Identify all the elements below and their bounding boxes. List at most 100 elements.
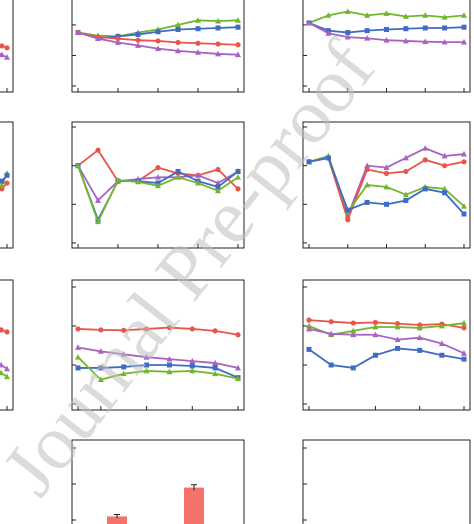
data-point bbox=[189, 326, 195, 332]
data-point bbox=[4, 180, 10, 186]
data-point bbox=[461, 159, 467, 165]
chart-panel-c-left-d bbox=[0, 121, 14, 249]
plot-frame bbox=[71, 439, 245, 524]
data-point bbox=[438, 322, 445, 329]
data-point bbox=[98, 327, 104, 333]
data-point bbox=[461, 325, 467, 331]
series-line-red bbox=[77, 326, 239, 336]
data-point bbox=[344, 8, 351, 14]
data-point bbox=[4, 54, 10, 60]
data-point bbox=[98, 365, 104, 371]
data-point bbox=[155, 45, 161, 51]
data-point bbox=[195, 17, 201, 23]
data-point bbox=[461, 24, 467, 30]
plot-frame bbox=[302, 439, 471, 524]
data-point bbox=[417, 347, 423, 353]
data-point bbox=[215, 50, 221, 57]
data-point bbox=[215, 17, 221, 24]
data-point bbox=[235, 51, 241, 58]
data-point bbox=[394, 323, 401, 330]
data-point bbox=[121, 327, 127, 333]
data-point bbox=[215, 179, 221, 186]
data-point bbox=[328, 319, 334, 325]
data-point bbox=[135, 178, 141, 185]
data-point bbox=[189, 367, 196, 374]
data-point bbox=[442, 25, 448, 31]
data-point bbox=[372, 352, 378, 358]
data-point bbox=[325, 12, 332, 18]
data-point bbox=[438, 340, 445, 346]
chart-panel-c-mid-f bbox=[71, 439, 245, 524]
data-point bbox=[115, 39, 121, 45]
data-point bbox=[195, 172, 201, 178]
series-line-blue bbox=[308, 347, 465, 369]
plot-frame bbox=[0, 121, 14, 249]
data-point bbox=[441, 152, 448, 159]
data-point bbox=[166, 362, 172, 368]
data-point bbox=[175, 39, 181, 46]
data-point bbox=[416, 334, 423, 341]
data-point bbox=[212, 359, 219, 366]
data-point bbox=[175, 21, 181, 28]
data-point bbox=[325, 30, 332, 36]
data-point bbox=[383, 170, 390, 176]
data-point bbox=[0, 327, 4, 333]
data-point bbox=[442, 190, 448, 196]
data-point bbox=[155, 182, 161, 189]
data-point bbox=[403, 26, 409, 32]
data-point bbox=[441, 185, 448, 192]
data-point bbox=[384, 201, 389, 207]
data-point bbox=[0, 369, 5, 376]
data-point bbox=[4, 329, 10, 335]
data-point bbox=[383, 183, 390, 190]
data-point bbox=[143, 326, 150, 332]
data-point bbox=[95, 218, 101, 225]
data-point bbox=[0, 186, 5, 192]
data-point bbox=[195, 179, 201, 186]
data-point bbox=[95, 147, 101, 153]
data-point bbox=[235, 168, 241, 174]
data-point bbox=[350, 327, 357, 334]
series-line-blue bbox=[78, 364, 239, 379]
plot-frame bbox=[0, 0, 14, 93]
data-point bbox=[0, 51, 5, 58]
data-point bbox=[383, 164, 390, 170]
data-point bbox=[75, 162, 81, 169]
data-point bbox=[189, 357, 196, 364]
chart-panel-c-right-top bbox=[302, 0, 471, 93]
data-point bbox=[403, 168, 409, 175]
data-point bbox=[4, 172, 10, 178]
data-point bbox=[121, 364, 127, 370]
chart-panel-c-left-e bbox=[0, 279, 14, 411]
data-point bbox=[364, 162, 371, 169]
data-point bbox=[155, 29, 161, 35]
data-point bbox=[384, 26, 389, 32]
data-point bbox=[402, 37, 409, 44]
data-point bbox=[143, 367, 150, 374]
data-point bbox=[402, 191, 409, 198]
series-line-red bbox=[308, 319, 465, 329]
data-point bbox=[215, 166, 221, 173]
data-point bbox=[461, 12, 467, 18]
data-point bbox=[403, 197, 409, 203]
data-point bbox=[345, 207, 351, 213]
data-point bbox=[75, 29, 81, 35]
data-point bbox=[143, 354, 150, 360]
data-point bbox=[461, 350, 467, 356]
data-point bbox=[461, 319, 467, 326]
data-point bbox=[306, 159, 312, 165]
series-line-purple bbox=[0, 52, 8, 59]
data-point bbox=[422, 38, 429, 45]
data-point bbox=[0, 361, 5, 368]
data-point bbox=[441, 38, 448, 45]
data-point bbox=[97, 376, 104, 383]
data-point bbox=[306, 19, 312, 26]
data-point bbox=[135, 37, 141, 43]
data-point bbox=[461, 38, 467, 45]
data-point bbox=[422, 25, 428, 31]
data-point bbox=[135, 42, 141, 48]
data-point bbox=[422, 12, 429, 18]
data-point bbox=[350, 320, 356, 326]
series-line-purple bbox=[77, 346, 239, 369]
data-point bbox=[350, 331, 357, 338]
